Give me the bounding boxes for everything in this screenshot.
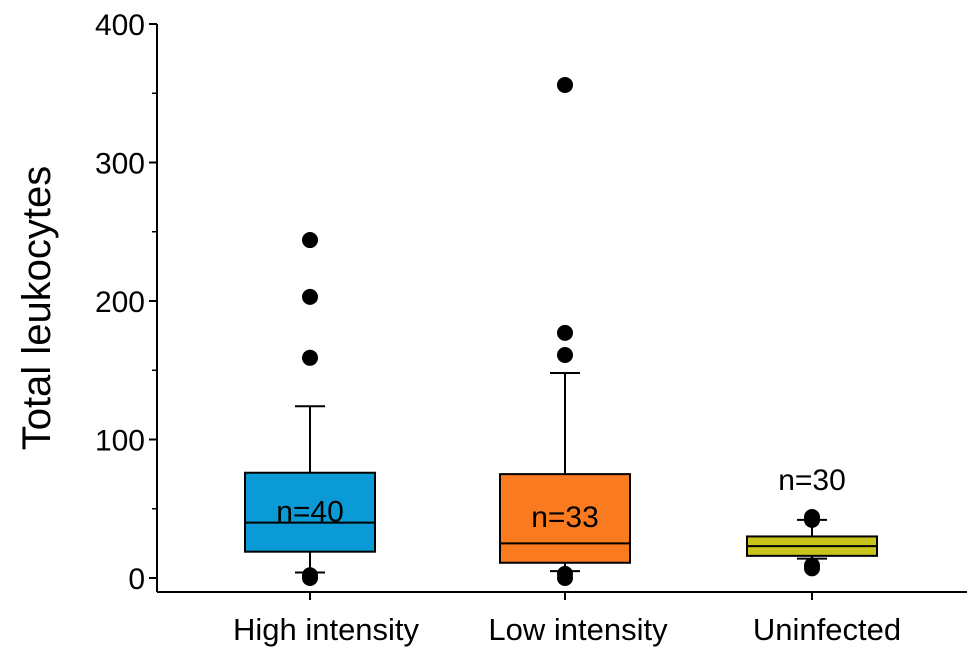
y-tick-label: 0 bbox=[128, 563, 145, 596]
outlier-point bbox=[302, 349, 318, 366]
x-category-label: High intensity bbox=[233, 612, 420, 647]
x-category-label: Uninfected bbox=[753, 612, 901, 647]
box bbox=[499, 473, 631, 564]
n-label: n=33 bbox=[531, 501, 599, 534]
outlier-point bbox=[302, 288, 318, 305]
y-tick-label: 400 bbox=[95, 9, 145, 42]
axis-labels: n=40 High intensity n=33 Low intensity n=30 U… bbox=[233, 464, 901, 647]
x-category-label: Low intensity bbox=[488, 612, 668, 647]
plot-axes: 0 100 200 300 400 bbox=[95, 9, 967, 600]
box bbox=[244, 471, 376, 553]
y-tick-label: 100 bbox=[95, 425, 145, 458]
box-group bbox=[746, 509, 878, 577]
outlier-point bbox=[804, 509, 820, 526]
y-axis-title: Total leukocytes bbox=[15, 166, 59, 451]
box-series bbox=[244, 76, 878, 586]
n-label: n=40 bbox=[276, 495, 344, 528]
outlier-point bbox=[557, 347, 573, 364]
box-group bbox=[499, 76, 631, 586]
outlier-point bbox=[557, 324, 573, 341]
box-group bbox=[244, 232, 376, 586]
outlier-point bbox=[302, 567, 318, 584]
y-tick-label: 300 bbox=[95, 148, 145, 181]
outlier-point bbox=[557, 565, 573, 582]
outlier-point bbox=[557, 76, 573, 93]
y-tick-label: 200 bbox=[95, 286, 145, 319]
outlier-point bbox=[804, 557, 820, 574]
n-label: n=30 bbox=[778, 464, 846, 497]
outlier-point bbox=[302, 232, 318, 249]
